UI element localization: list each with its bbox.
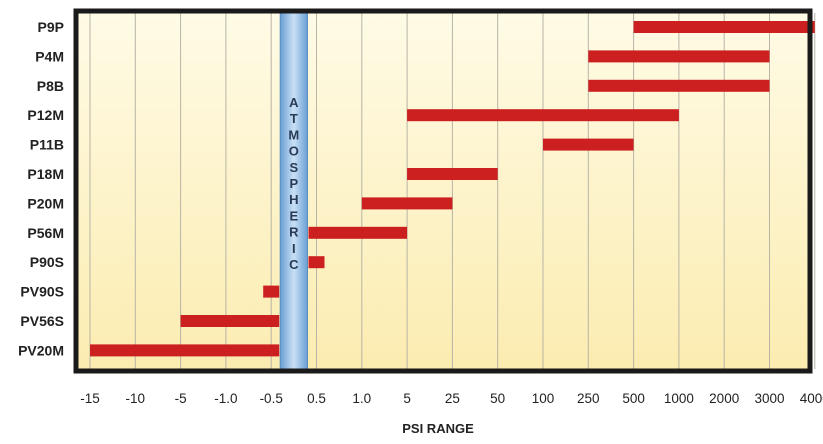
range-bar-pv90s (263, 285, 280, 298)
x-tick-label: -5 (175, 391, 187, 406)
atmospheric-letter: T (290, 111, 298, 126)
category-label: PV56S (20, 313, 64, 329)
atmospheric-letter: H (289, 192, 298, 207)
range-bar-p9p (633, 21, 815, 33)
x-tick-label: 3000 (754, 391, 784, 406)
x-axis-title: PSI RANGE (402, 421, 474, 436)
x-tick-label: 100 (532, 391, 555, 406)
x-tick-label: 50 (490, 391, 505, 406)
atmospheric-letter: M (288, 127, 299, 142)
range-bars (90, 21, 815, 357)
category-label: P12M (27, 107, 64, 123)
atmospheric-letter: R (289, 225, 299, 240)
category-label: PV90S (20, 284, 64, 300)
x-tick-label: 250 (577, 391, 600, 406)
x-tick-label: 4000 (800, 391, 823, 406)
range-bar-p4m (588, 50, 770, 63)
category-label: P56M (27, 225, 64, 241)
gridlines (89, 13, 816, 369)
x-tick-label: 1.0 (352, 391, 371, 406)
x-tick-label: 500 (622, 391, 645, 406)
category-label: P8B (37, 78, 64, 94)
category-label: P11B (30, 137, 64, 153)
category-label: P9P (38, 19, 64, 35)
x-tick-labels: -15 -10 -5 -1.0 -0.5 0.5 1.0 5 25 50 100 250 500 1000… (80, 391, 823, 406)
range-bar-pv20m (90, 344, 280, 357)
x-tick-label: 1000 (664, 391, 694, 406)
atmospheric-letter: P (290, 176, 299, 191)
plot-background (76, 11, 810, 371)
category-label: P18M (27, 166, 64, 182)
category-label: PV20M (18, 342, 64, 358)
x-tick-label: -0.5 (260, 391, 283, 406)
range-bar-p20m (361, 197, 453, 210)
atmospheric-letter: C (289, 257, 299, 272)
atmospheric-letter: O (289, 144, 299, 159)
x-tick-label: 2000 (709, 391, 739, 406)
range-bar-p18m (407, 168, 498, 180)
category-label: P90S (30, 254, 64, 270)
x-tick-label: 5 (403, 391, 411, 406)
range-bar-p11b (543, 138, 634, 151)
atmospheric-band-rect (279, 12, 309, 370)
atmospheric-letter: I (292, 241, 296, 256)
atmospheric-letter: A (289, 95, 299, 110)
x-tick-label: 0.5 (307, 391, 326, 406)
range-bar-pv56s (180, 315, 280, 327)
range-bar-p8b (588, 79, 770, 92)
plot-frame (73, 8, 813, 374)
atmospheric-letter: E (290, 208, 299, 223)
range-bar-p90s (308, 256, 325, 269)
range-bar-p12m (407, 109, 679, 122)
category-label: P20M (27, 195, 64, 211)
x-tick-label: -1.0 (214, 391, 237, 406)
range-bar-p56m (308, 226, 408, 239)
x-tick-label: -15 (80, 391, 100, 406)
category-label: P4M (35, 48, 64, 64)
x-tick-label: 25 (445, 391, 460, 406)
x-tick-label: -10 (126, 391, 146, 406)
atmospheric-letter: S (290, 160, 299, 175)
category-labels: P9P P4M P8B P12M P11B P18M P20M P56M P90S PV90S PV… (18, 19, 64, 358)
